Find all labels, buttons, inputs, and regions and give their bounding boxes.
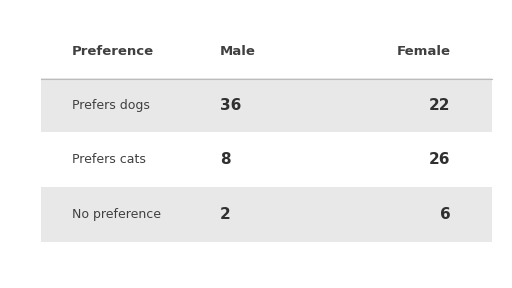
Text: No preference: No preference xyxy=(72,208,161,221)
Text: 6: 6 xyxy=(440,207,451,222)
Text: Prefers cats: Prefers cats xyxy=(72,153,145,166)
Text: 8: 8 xyxy=(220,152,231,167)
FancyBboxPatch shape xyxy=(41,78,492,132)
Text: 22: 22 xyxy=(429,98,451,113)
Text: Female: Female xyxy=(397,45,451,58)
Text: Prefers dogs: Prefers dogs xyxy=(72,98,150,112)
FancyBboxPatch shape xyxy=(41,132,492,187)
FancyBboxPatch shape xyxy=(41,187,492,242)
Text: Preference: Preference xyxy=(72,45,154,58)
Text: 36: 36 xyxy=(220,98,242,113)
Text: 2: 2 xyxy=(220,207,231,222)
Text: Male: Male xyxy=(220,45,256,58)
Text: 26: 26 xyxy=(429,152,451,167)
